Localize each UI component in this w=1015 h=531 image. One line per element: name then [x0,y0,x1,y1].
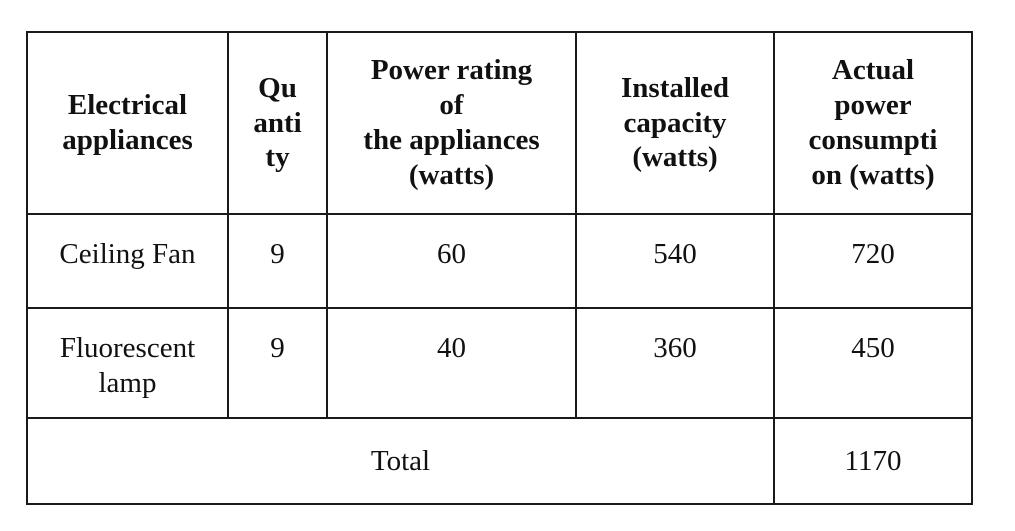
cell-power-rating: 40 [326,307,577,419]
table-row: Fluorescent lamp 9 40 360 450 [26,307,973,419]
header-actual-power-consumption: Actual power consumpti on (watts) [773,31,973,215]
header-electrical-appliances: Electrical appliances [26,31,229,215]
header-quantity: Qu anti ty [227,31,328,215]
table-row: Ceiling Fan 9 60 540 720 [26,213,973,309]
cell-quantity: 9 [227,307,328,419]
cell-installed-capacity: 360 [575,307,775,419]
cell-appliance: Fluorescent lamp [26,307,229,419]
cell-installed-capacity: 540 [575,213,775,309]
table-total-row: Total 1170 [26,417,973,505]
cell-quantity: 9 [227,213,328,309]
total-value: 1170 [773,417,973,505]
appliance-power-table: Electrical appliances Qu anti ty Power r… [26,31,973,505]
table-header-row: Electrical appliances Qu anti ty Power r… [26,31,973,215]
header-power-rating: Power rating of the appliances (watts) [326,31,577,215]
cell-actual-consumption: 720 [773,213,973,309]
cell-actual-consumption: 450 [773,307,973,419]
header-installed-capacity: Installed capacity (watts) [575,31,775,215]
total-label: Total [26,417,775,505]
cell-appliance: Ceiling Fan [26,213,229,309]
cell-power-rating: 60 [326,213,577,309]
